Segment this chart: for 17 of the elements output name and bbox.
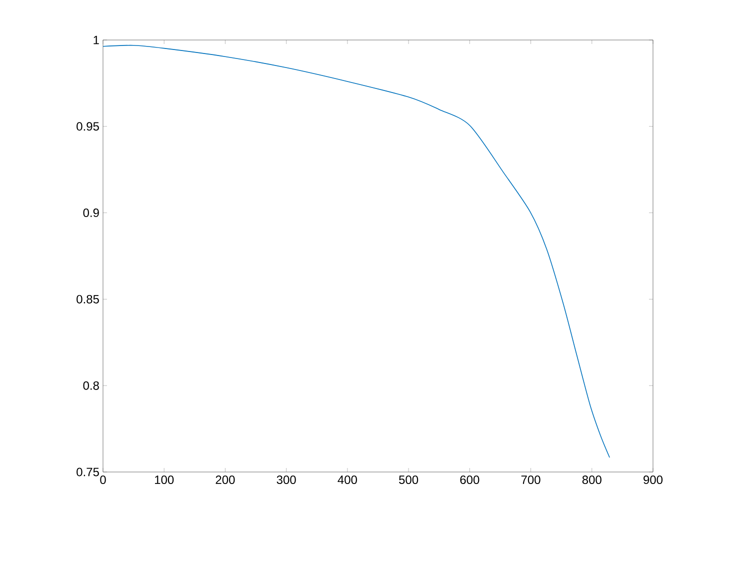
- y-tick-label: 0.75: [76, 468, 99, 476]
- y-tick-label: 0.95: [76, 122, 99, 131]
- x-tick-label: 700: [521, 476, 540, 484]
- x-tick-label: 900: [644, 476, 663, 484]
- x-tick-label: 0: [100, 476, 106, 484]
- x-tick-label: 600: [460, 476, 480, 484]
- x-tick-label: 200: [216, 476, 235, 484]
- x-tick-label: 400: [338, 476, 357, 484]
- line-series: [103, 44, 610, 458]
- y-tick-label: 0.85: [76, 294, 99, 304]
- x-tick-label: 100: [155, 476, 174, 484]
- y-tick-label: 0.8: [83, 381, 99, 390]
- y-tick-label: 1: [94, 36, 99, 44]
- y-tick-label: 0.9: [83, 208, 99, 218]
- x-tick-label: 800: [582, 476, 602, 484]
- x-tick-label: 500: [399, 476, 418, 484]
- x-tick-label: 300: [276, 476, 296, 484]
